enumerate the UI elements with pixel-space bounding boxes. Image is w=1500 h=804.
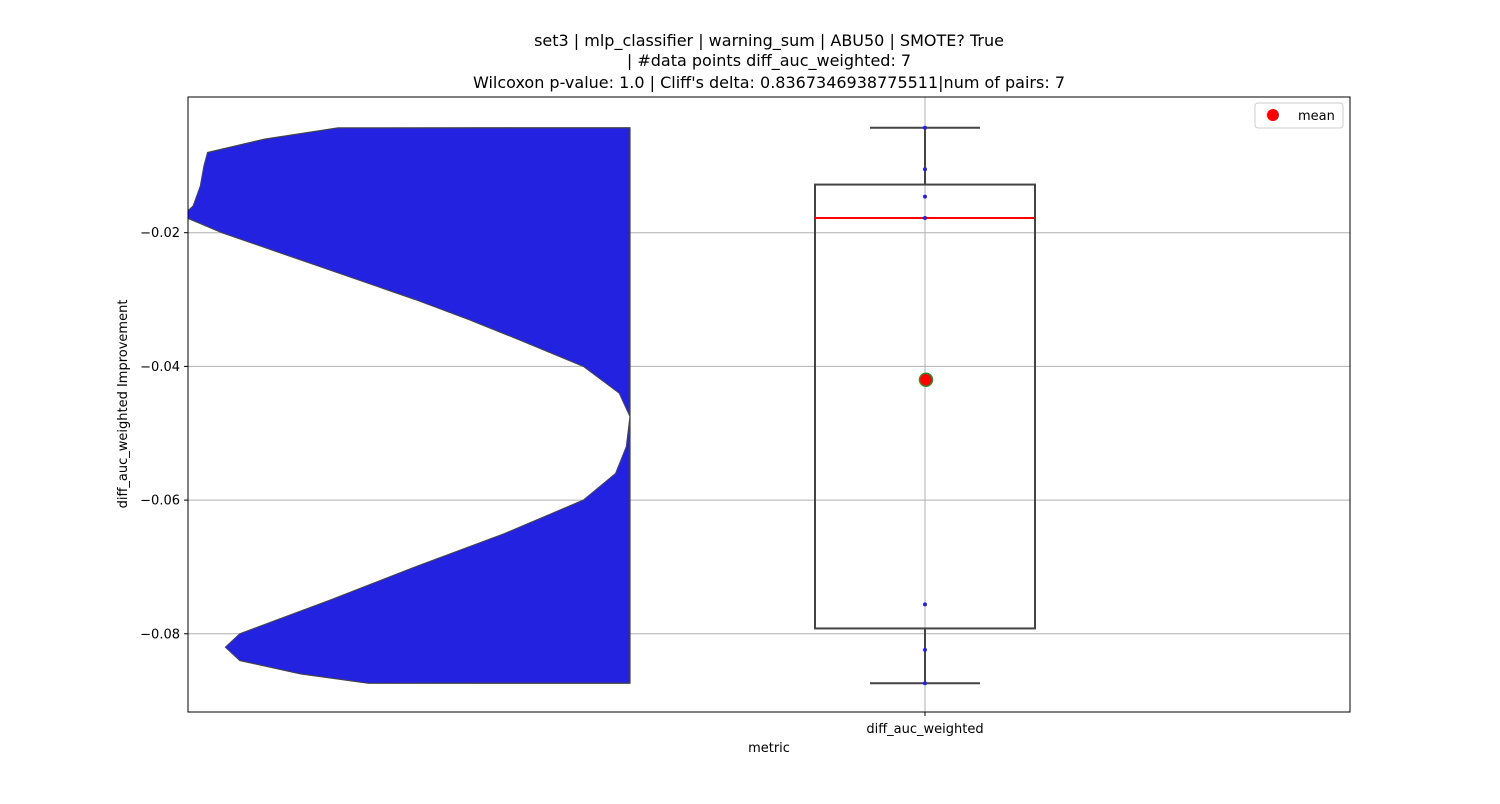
mean-marker [918, 372, 934, 388]
y-axis-ticks: −0.08 −0.06 −0.04 −0.02 [140, 226, 188, 642]
plot-frame [187, 96, 1351, 713]
data-point [923, 602, 927, 607]
data-point [923, 194, 927, 199]
legend-frame [1254, 102, 1344, 129]
y-tick-label: −0.06 [140, 494, 180, 509]
data-point [923, 681, 927, 686]
violin-layer [188, 127, 631, 684]
x-tick-label: diff_auc_weighted [866, 722, 983, 737]
violin-body [188, 127, 631, 684]
chart-title-line-1: set3 | mlp_classifier | warning_sum | AB… [534, 31, 1004, 51]
y-tick-label: −0.02 [140, 226, 180, 241]
legend-mean-label: mean [1298, 109, 1335, 124]
x-axis-label: metric [748, 741, 790, 756]
x-axis-ticks: diff_auc_weighted [866, 712, 984, 737]
data-point [923, 167, 927, 172]
data-point [923, 125, 927, 130]
y-tick-label: −0.08 [140, 627, 180, 642]
legend-mean-marker [1267, 109, 1279, 121]
chart-title-line-2: | #data points diff_auc_weighted: 7 [627, 51, 911, 71]
data-points [918, 125, 934, 686]
y-tick-label: −0.04 [140, 360, 180, 375]
y-axis-label: diff_auc_weighted Improvement [116, 300, 131, 509]
chart-title: set3 | mlp_classifier | warning_sum | AB… [473, 31, 1065, 92]
legend: mean [1254, 102, 1344, 129]
chart-title-line-3: Wilcoxon p-value: 1.0 | Cliff's delta: 0… [473, 73, 1065, 92]
data-point [923, 215, 927, 220]
data-point [923, 647, 927, 652]
